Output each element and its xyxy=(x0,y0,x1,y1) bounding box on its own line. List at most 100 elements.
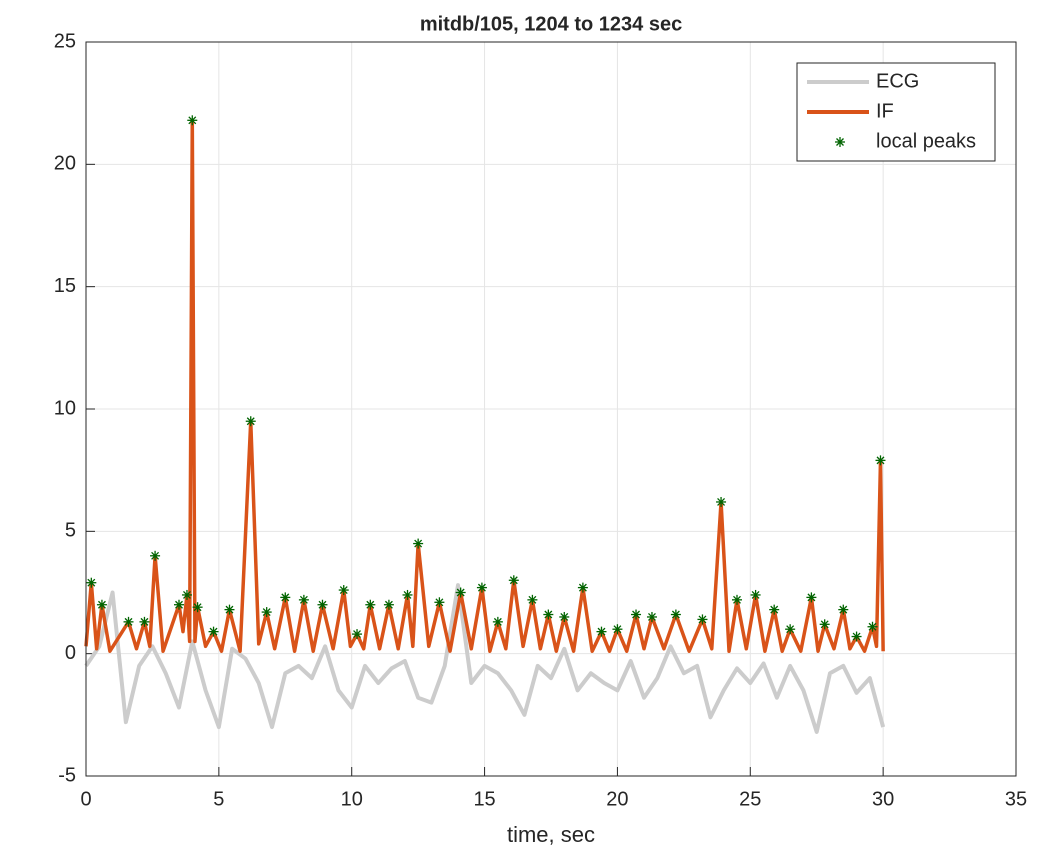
local-peak xyxy=(150,550,161,561)
y-tick-label: 0 xyxy=(65,642,76,664)
x-tick-label: 5 xyxy=(213,788,224,810)
local-peak xyxy=(298,594,309,605)
marker-stroke xyxy=(733,595,741,604)
local-peak xyxy=(838,604,849,615)
local-peak xyxy=(508,575,519,586)
local-peak xyxy=(577,582,588,593)
marker-stroke xyxy=(299,595,308,604)
x-tick-label: 25 xyxy=(739,788,761,810)
marker-stroke xyxy=(188,116,197,125)
marker-stroke xyxy=(597,627,606,636)
local-peak xyxy=(280,592,291,603)
legend-label: ECG xyxy=(876,70,919,92)
marker-stroke xyxy=(246,417,255,426)
marker-stroke xyxy=(876,456,885,465)
marker-stroke xyxy=(209,627,218,636)
local-peak xyxy=(139,616,150,627)
local-peak xyxy=(646,611,657,622)
series-line xyxy=(84,583,886,734)
marker-stroke xyxy=(578,583,587,592)
local-peak xyxy=(697,614,708,625)
marker-stroke xyxy=(414,539,423,548)
local-peak xyxy=(261,607,272,618)
marker-stroke xyxy=(671,610,680,619)
chart-title: mitdb/105, 1204 to 1234 sec xyxy=(420,13,682,35)
marker-stroke xyxy=(384,600,393,609)
marker-stroke xyxy=(339,586,348,595)
local-peak xyxy=(123,616,134,627)
marker-stroke xyxy=(632,610,640,619)
x-tick-label: 35 xyxy=(1005,788,1027,810)
x-tick-label: 10 xyxy=(341,788,363,810)
marker-stroke xyxy=(698,615,707,624)
marker-stroke xyxy=(87,578,96,587)
marker-stroke xyxy=(544,610,553,619)
local-peak xyxy=(365,599,376,610)
x-tick-label: 30 xyxy=(872,788,894,810)
marker-stroke xyxy=(175,600,183,609)
local-peak xyxy=(769,604,780,615)
marker-stroke xyxy=(183,590,191,599)
local-peak xyxy=(716,496,727,507)
local-peak xyxy=(174,599,184,610)
marker-stroke xyxy=(281,593,290,602)
marker-stroke xyxy=(493,617,502,626)
y-tick-label: 15 xyxy=(54,275,76,297)
marker-stroke xyxy=(477,583,486,592)
y-tick-label: 5 xyxy=(65,520,76,542)
marker-stroke xyxy=(366,600,375,609)
marker-stroke xyxy=(807,593,816,602)
local-peak xyxy=(612,624,623,635)
local-peak xyxy=(192,602,203,613)
marker-stroke xyxy=(193,603,202,612)
local-peak xyxy=(352,629,363,640)
marker-stroke xyxy=(318,600,327,609)
marker-stroke xyxy=(262,608,271,617)
marker-stroke xyxy=(97,600,106,609)
y-tick-label: 20 xyxy=(54,153,76,175)
x-tick-label: 15 xyxy=(473,788,495,810)
marker-stroke xyxy=(140,617,149,626)
local-peak xyxy=(806,592,817,603)
marker-stroke xyxy=(403,590,412,599)
legend-label: local peaks xyxy=(876,130,976,152)
legend-label: IF xyxy=(876,100,894,122)
y-tick-label: -5 xyxy=(58,764,76,786)
series-line xyxy=(84,118,885,653)
y-tick-label: 10 xyxy=(54,397,76,419)
local-peak xyxy=(492,616,503,627)
x-tick-label: 20 xyxy=(606,788,628,810)
marker-stroke xyxy=(868,622,877,631)
marker-stroke xyxy=(613,625,622,634)
local-peak xyxy=(851,631,862,642)
local-peak xyxy=(181,589,192,600)
local-peak xyxy=(224,604,235,615)
local-peak xyxy=(96,599,107,610)
local-peak xyxy=(86,577,97,588)
plot-frame xyxy=(85,41,1017,777)
local-peak xyxy=(245,416,256,427)
marker-stroke xyxy=(560,613,569,621)
local-peak xyxy=(527,594,538,605)
local-peak xyxy=(819,619,830,630)
x-tick-label: 0 xyxy=(80,788,91,810)
marker-stroke xyxy=(852,632,861,641)
marker-stroke xyxy=(509,576,518,585)
local-peak xyxy=(476,582,487,593)
local-peak xyxy=(732,594,742,605)
local-peak xyxy=(402,589,413,600)
marker-stroke xyxy=(435,598,444,607)
marker-stroke xyxy=(751,590,760,599)
local-peak xyxy=(875,455,886,466)
marker-stroke xyxy=(836,138,844,146)
local-peak xyxy=(867,621,878,632)
marker-stroke xyxy=(353,630,361,639)
local-peak xyxy=(559,611,570,622)
local-peak xyxy=(338,585,349,596)
marker-stroke xyxy=(124,617,133,626)
local-peak xyxy=(434,597,445,608)
marker-stroke xyxy=(151,551,160,560)
marker-stroke xyxy=(225,605,234,614)
x-axis-label: time, sec xyxy=(507,822,595,847)
